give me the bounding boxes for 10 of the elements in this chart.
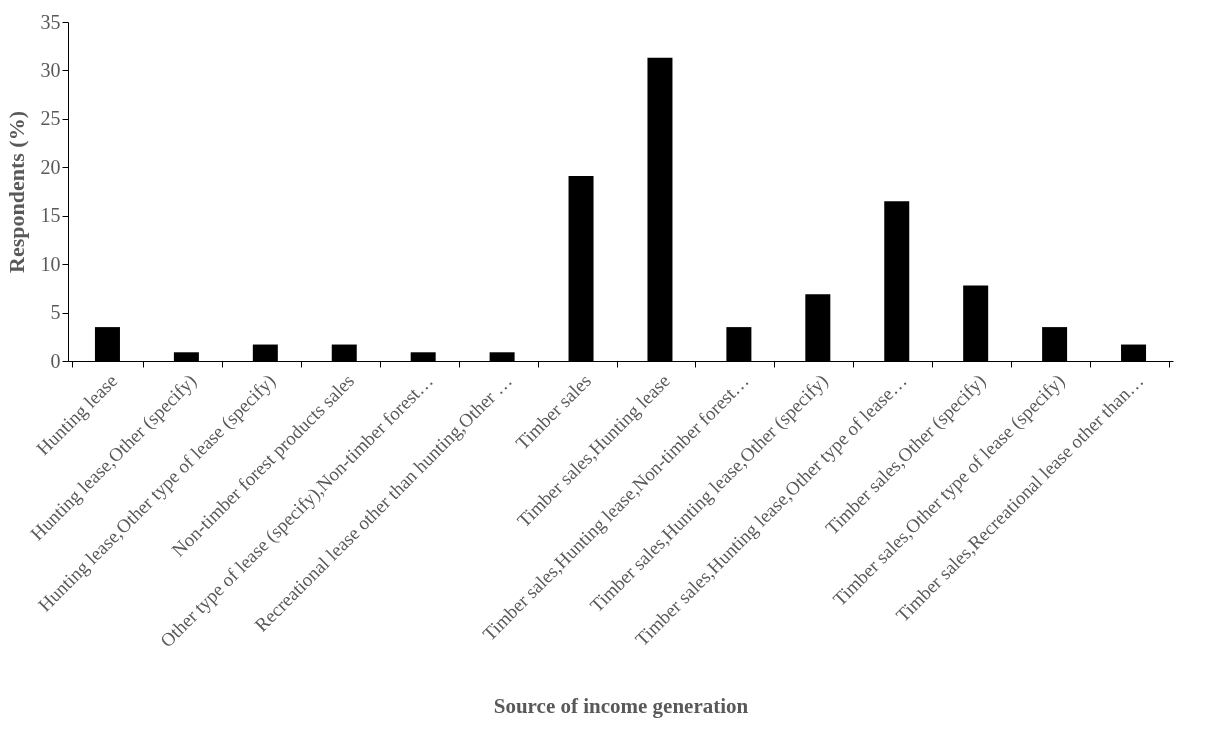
y-tick-label: 25	[40, 107, 61, 130]
y-tick-label: 35	[40, 10, 61, 33]
y-tick-label: 15	[40, 204, 61, 227]
x-axis-title: Source of income generation	[493, 693, 749, 718]
y-tick-label: 0	[50, 349, 61, 372]
y-tick-label: 5	[50, 301, 61, 324]
y-tick-label: 20	[40, 155, 61, 178]
y-tick-label: 10	[40, 252, 61, 275]
y-axis-title: Respondents (%)	[3, 111, 29, 273]
y-tick-label: 30	[40, 58, 61, 81]
